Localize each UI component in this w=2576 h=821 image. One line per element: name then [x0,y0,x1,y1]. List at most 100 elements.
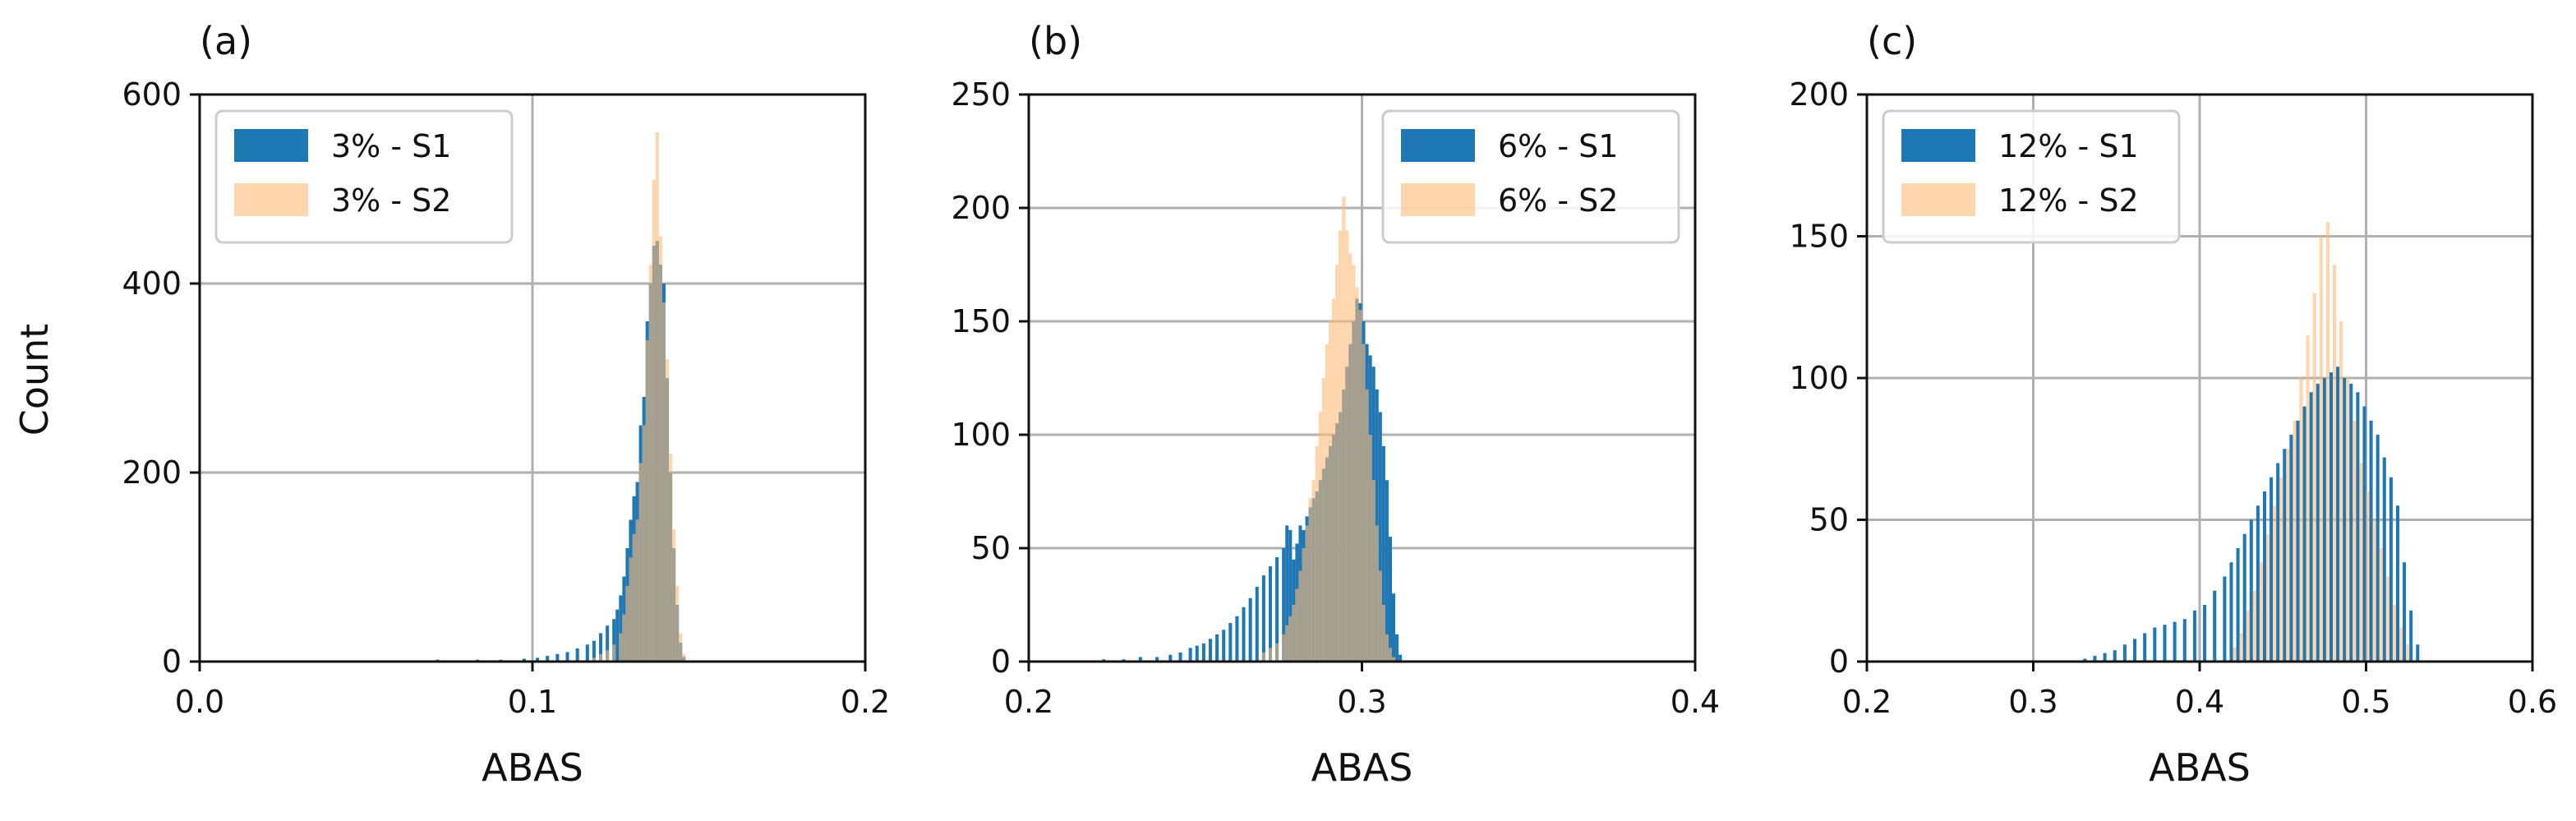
histogram-bar [599,633,603,662]
x-tick-label: 0.2 [1842,684,1892,720]
histogram-bar [565,652,569,662]
histogram-bar [606,650,610,662]
histogram-bar [585,644,589,662]
histogram-bar [1355,287,1359,662]
histogram-bar [1295,588,1299,662]
histogram-bar [2163,625,2167,662]
histogram-bar [1215,634,1219,662]
histogram-bar [1288,529,1293,662]
histogram-bar [1375,525,1379,662]
histogram-bar [1188,648,1192,662]
histogram-bar [2259,562,2263,662]
y-tick-label: 150 [951,303,1011,339]
histogram-bar [2316,383,2320,662]
histogram-bar [2392,605,2396,662]
histogram-bar [1325,344,1329,662]
histogram-bar [2403,562,2407,662]
histogram-bar [679,633,683,662]
y-tick-label: 200 [122,454,182,491]
histogram-bar [522,658,526,662]
histogram-bar [2286,449,2290,662]
histogram-bar [2309,392,2313,662]
histogram-bar [2236,548,2240,662]
histogram-bar [1358,310,1362,662]
histogram-bar [1155,657,1159,662]
histogram-bar [592,640,596,662]
histogram-bar [2276,463,2280,662]
histogram-bar [2266,533,2270,662]
histogram-bar [1228,623,1233,662]
histogram-bar [1285,525,1289,662]
histogram-bar [1195,645,1199,662]
panel-label: (a) [200,19,252,63]
histogram-bar [2229,562,2233,662]
histogram-bar [2122,644,2127,662]
histogram-bar [2203,605,2207,662]
histogram-bar [2273,505,2277,662]
histogram-bar [2296,420,2300,662]
histogram-bar [546,656,550,662]
histogram-bar [655,132,659,662]
histogram-bar [1248,597,1252,662]
histogram-bar [1275,557,1279,662]
chart-panel-3: 0.2 0.3 0.4 0.5 0.6 0 50 100 150 200 ABAS (c) 12% - … [1789,19,2557,790]
histogram-bar [1342,196,1346,662]
histogram-bar [612,619,616,662]
histogram-bar [1339,230,1343,662]
histogram-bar [675,586,680,662]
histogram-bar [2293,420,2297,662]
histogram-bar [682,653,686,662]
histogram-bar [1328,321,1333,662]
histogram-bar [1388,648,1392,662]
x-tick-label: 0.5 [2341,684,2390,720]
histogram-bar [1378,412,1382,662]
histogram-bar [672,529,676,662]
x-tick-label: 0.0 [175,684,224,720]
histogram-bar [619,595,623,662]
x-tick-label: 0.4 [1670,684,1720,720]
histogram-bar [625,586,629,662]
histogram-bar [1315,445,1319,662]
histogram-bar [658,236,662,662]
histogram-bar [2333,265,2337,662]
y-tick-label: 100 [1789,360,1849,396]
histogram-bar [2256,505,2260,662]
histogram-bar [612,644,616,662]
histogram-bar [555,653,560,662]
panel-label: (b) [1029,19,1082,63]
histogram-bar [1311,480,1316,662]
y-tick-label: 50 [1809,502,1849,538]
histogram-bar [2389,477,2393,662]
histogram-bar [1282,634,1286,662]
histogram-bar [2395,505,2399,662]
histogram-bar [1352,265,1356,662]
histogram-bar [2385,576,2389,662]
histogram-bar [2242,533,2247,662]
histogram-bar [2093,656,2097,662]
histogram-bar [2322,378,2326,662]
y-tick-label: 50 [971,530,1011,566]
histogram-bar [666,359,670,662]
histogram-bar [2376,435,2380,662]
histogram-bar [1321,378,1325,662]
histogram-bar [1308,498,1312,662]
histogram-bar [1302,548,1306,662]
histogram-bar [2249,519,2253,662]
histogram-bar [1298,570,1302,662]
histogram-bar [1391,593,1396,662]
histogram-bar [1275,643,1279,662]
histogram-bar [2083,658,2087,662]
y-tick-label: 150 [1789,219,1849,255]
histogram-bar [1381,605,1385,662]
histogram-bar [2153,627,2157,662]
histogram-bar [2103,653,2107,662]
histogram-bar [2143,633,2147,662]
legend-swatch [1401,183,1475,216]
histogram-bar [2343,378,2347,662]
plot-frame [198,93,867,663]
histogram-bar [1318,412,1322,662]
x-axis-label: ABAS [1311,745,1413,790]
histogram-bar [1261,652,1265,662]
histogram-bar [606,625,610,662]
histogram-bar [2239,633,2243,662]
